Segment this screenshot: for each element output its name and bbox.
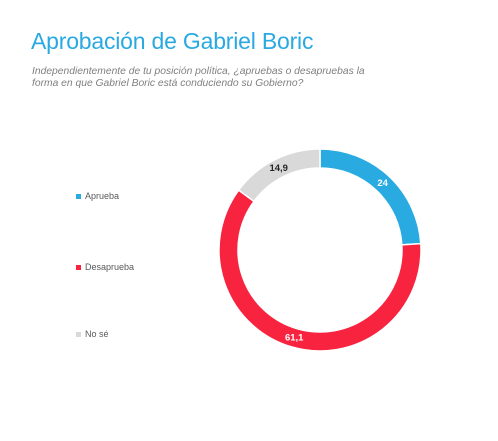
chart-subtitle: Independientemente de tu posición políti… xyxy=(32,66,365,89)
slice-no-se xyxy=(237,148,321,203)
data-label-no-se: 14,9 xyxy=(269,163,288,174)
legend-swatch-no-se xyxy=(76,331,81,337)
donut-chart: 24 61,1 14,9 xyxy=(218,148,422,352)
slice-aprueba xyxy=(319,148,422,246)
legend-label-aprueba: Aprueba xyxy=(85,191,120,201)
legend-swatch-desaprueba xyxy=(76,264,81,270)
data-label-aprueba: 24 xyxy=(377,178,388,189)
legend-label-desaprueba: Desaprueba xyxy=(85,262,135,272)
slice-desaprueba xyxy=(218,189,422,352)
legend-item-desaprueba: Desaprueba xyxy=(76,262,134,272)
data-label-desaprueba: 61,1 xyxy=(285,332,304,343)
legend-item-aprueba: Aprueba xyxy=(76,191,119,201)
legend-item-no-se: No sé xyxy=(76,329,109,339)
legend-swatch-aprueba xyxy=(76,193,81,199)
chart-title: Aprobación de Gabriel Boric xyxy=(31,28,314,54)
legend-label-no-se: No sé xyxy=(85,329,109,339)
